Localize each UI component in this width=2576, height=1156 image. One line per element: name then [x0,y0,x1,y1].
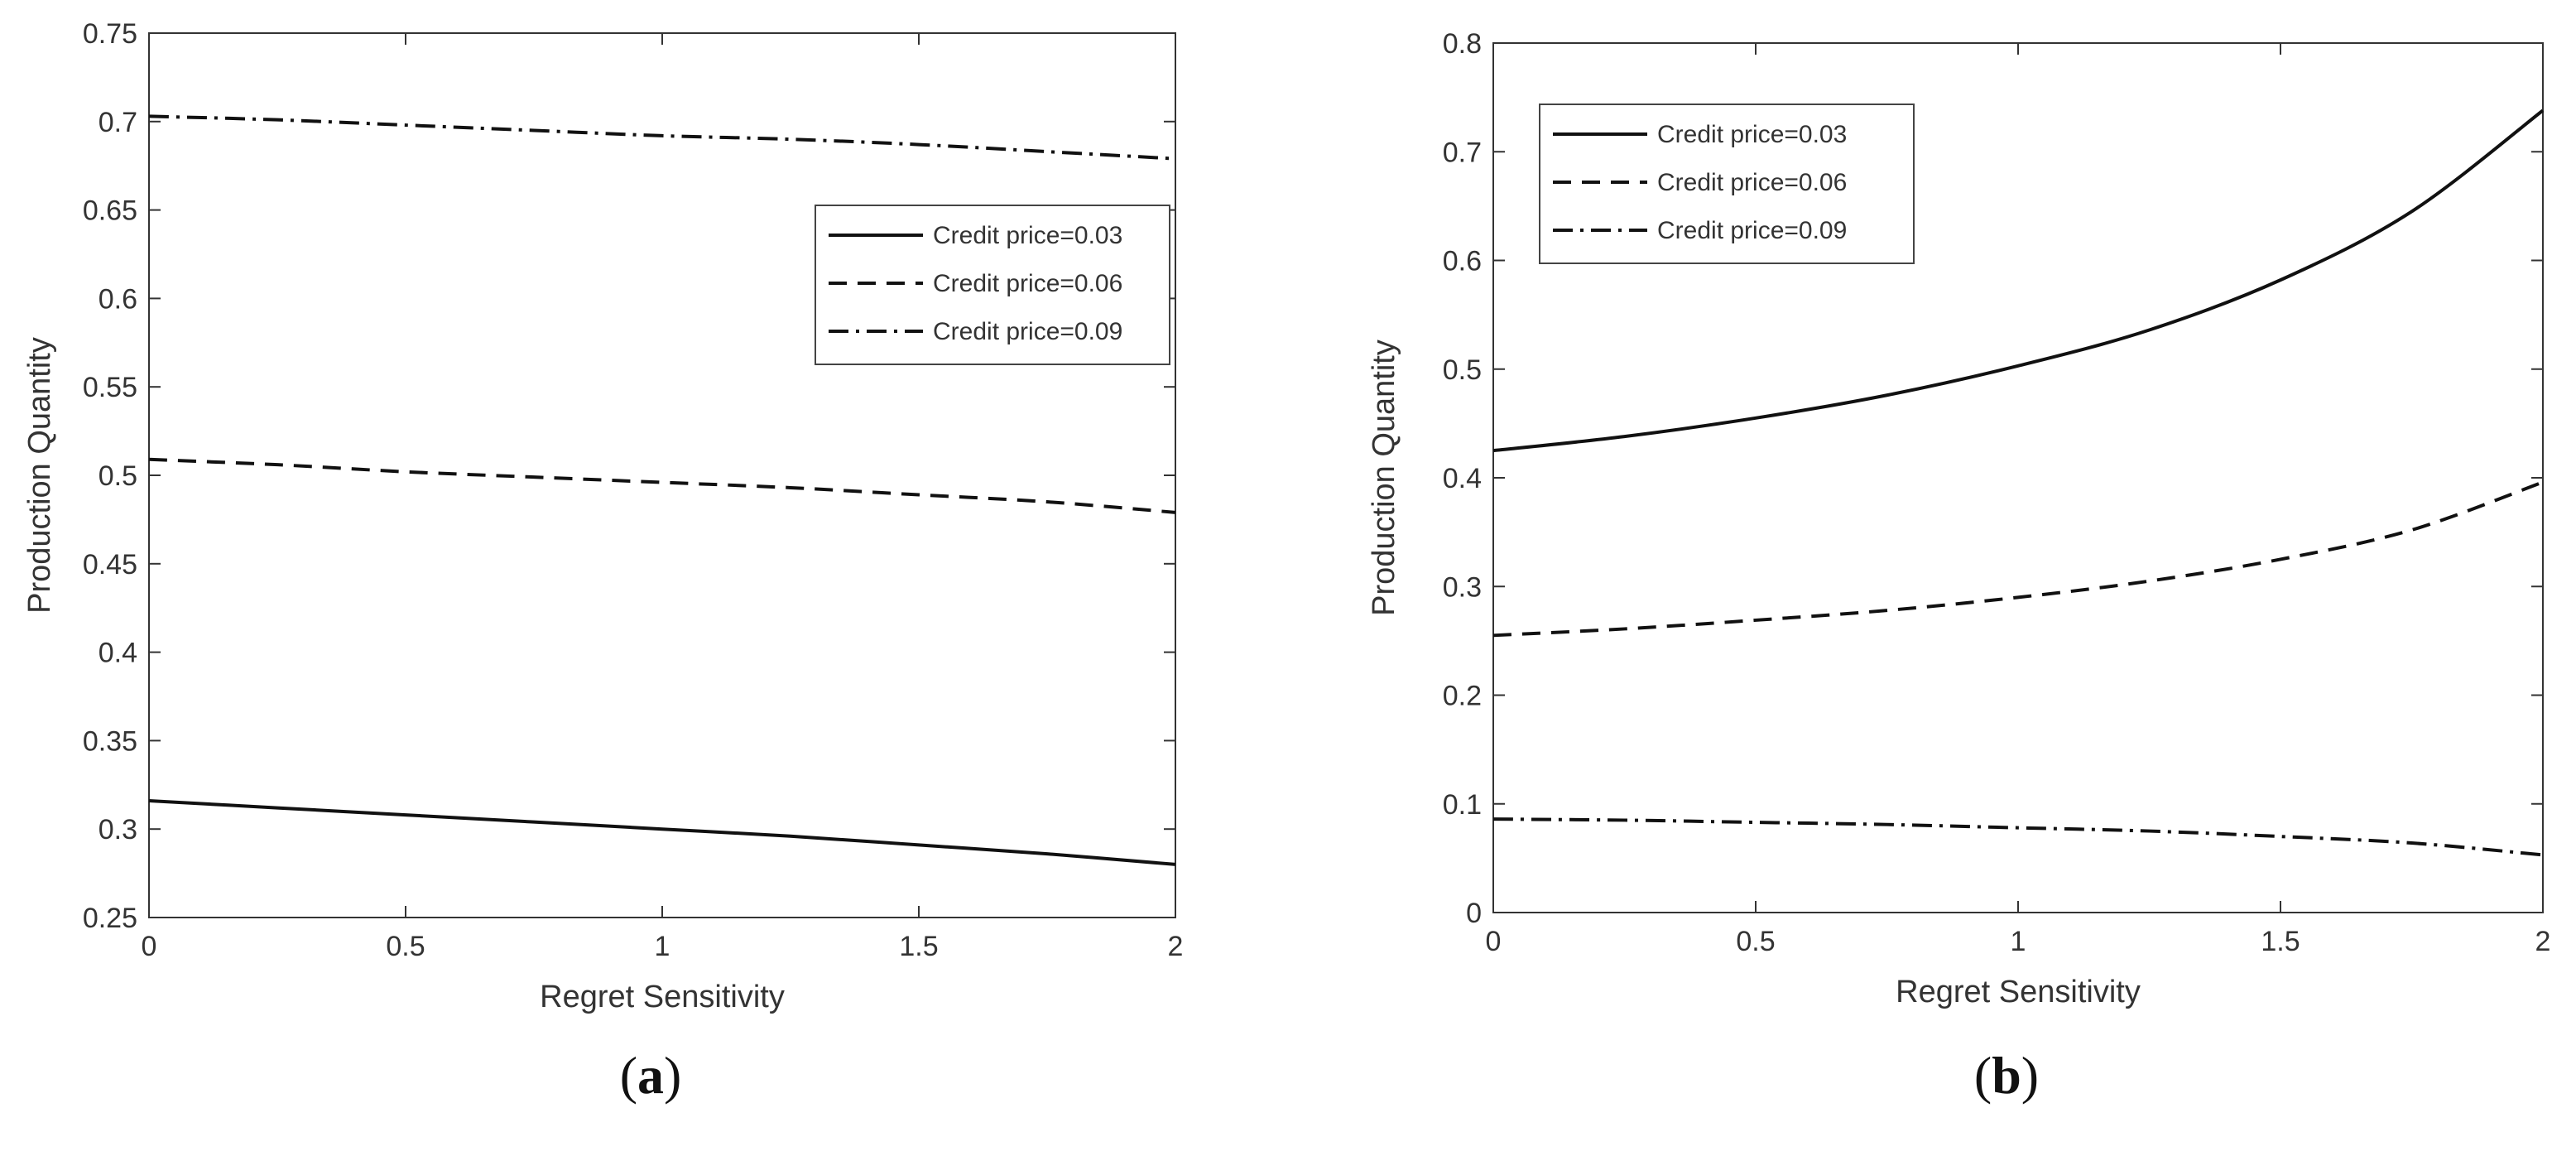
x-axis-label: Regret Sensitivity [1896,975,2141,1009]
x-tick-label: 0.5 [386,931,425,962]
y-tick-label: 0.3 [99,814,137,845]
series-line-1 [148,799,1176,866]
legend-label-2: Credit price=0.06 [1657,169,1847,196]
x-tick-label: 1.5 [2261,926,2300,957]
series-line-1 [1492,108,2545,453]
x-tick-label: 0.5 [1736,926,1775,957]
y-tick-label: 0.45 [83,549,137,580]
caption-close-paren: ) [664,1046,681,1105]
y-tick-label: 0.35 [83,725,137,757]
y-tick-label: 0.55 [83,372,137,403]
series-line-3 [148,114,1176,161]
y-tick-label: 0.7 [99,107,137,138]
y-tick-label: 0.25 [83,903,137,934]
caption-letter: a [637,1046,664,1105]
caption-open-paren: ( [620,1046,637,1105]
y-tick-label: 0.6 [99,283,137,315]
series-line-3 [1492,817,2544,857]
caption-open-paren: ( [1974,1046,1992,1105]
panel-caption: (b) [1974,1046,2039,1105]
y-tick-label: 0.7 [1443,137,1482,168]
legend-box [1539,104,1915,264]
legend-label-1: Credit price=0.03 [1657,121,1847,148]
caption-close-paren: ) [2021,1046,2039,1105]
y-tick-label: 0.2 [1443,681,1482,712]
y-tick-label: 0.8 [1443,28,1482,60]
legend: Credit price=0.03 Credit price=0.06 Credit… [815,205,1170,365]
x-axis-label: Regret Sensitivity [540,980,785,1014]
chart-panel-b: 0 0.5 1 1.5 2 0 0.1 0.2 0.3 0.4 0.5 0.6 0.7 0.8 Regret… [1367,28,2550,1105]
chart-panel-a: 0 0.5 1 1.5 2 0.25 0.3 0.35 0.4 0.45 0.5 0.55 0.6 0.6… [22,18,1183,1105]
x-tick-label: 1 [2011,926,2026,957]
legend-label-3: Credit price=0.09 [1657,217,1847,244]
x-tick-label: 1.5 [899,931,938,962]
y-tick-label: 0.4 [1443,463,1482,494]
y-tick-label: 0.1 [1443,789,1482,821]
panel-caption: (a) [620,1046,682,1105]
y-tick-label: 0.65 [83,195,137,227]
y-tick-label: 0.6 [1443,246,1482,277]
y-tick-label: 0 [1466,898,1482,929]
x-tick-label: 2 [2535,926,2551,957]
y-tick-label: 0.75 [83,18,137,50]
x-tick-label: 2 [1168,931,1184,962]
y-tick-label: 0.5 [99,460,137,492]
y-tick-label: 0.4 [99,638,137,669]
x-tick-label: 0 [142,931,157,962]
x-tick-label: 1 [655,931,670,962]
legend: Credit price=0.03 Credit price=0.06 Credit… [1539,104,1915,264]
y-tick-label: 0.5 [1443,354,1482,386]
y-axis-label: Production Quantity [22,337,57,614]
caption-letter: b [1992,1046,2021,1105]
y-axis-label: Production Quantity [1367,340,1401,616]
legend-label-1: Credit price=0.03 [933,222,1122,249]
legend-label-2: Credit price=0.06 [933,270,1122,297]
x-tick-label: 0 [1486,926,1502,957]
series-line-2 [1492,480,2544,638]
y-tick-label: 0.3 [1443,571,1482,603]
legend-label-3: Credit price=0.09 [933,318,1122,345]
